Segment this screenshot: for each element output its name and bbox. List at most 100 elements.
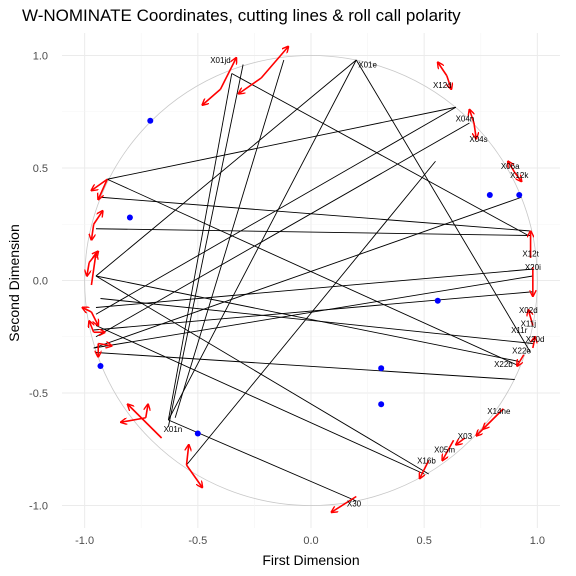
polarity-arrow [88,251,98,264]
polarity-arrow [514,172,522,182]
polarity-arrow [219,58,236,90]
roll-call-label: X11r [511,326,528,335]
grid-lines [62,33,560,528]
cutting-line [95,228,531,236]
cutting-line [167,64,244,427]
y-tick-label: 0.0 [33,276,48,288]
roll-call-label: X01e [358,61,377,70]
legislator-points [97,117,523,437]
x-tick-label: -0.5 [188,535,207,547]
roll-call-label: X22e [512,346,531,355]
polarity-arrow [331,495,357,513]
x-tick-label: 0.0 [303,535,318,547]
cutting-line [95,325,425,475]
roll-call-label: X14ne [487,407,511,416]
polarity-arrow [91,178,108,190]
polarity-arrow [187,445,189,466]
polarity-arrow [517,354,525,366]
roll-call-label: X03 [458,432,473,441]
roll-call-label: X06a [501,162,520,171]
cutting-line [107,106,456,180]
polarity-arrow [82,308,92,313]
legislator-point [126,214,133,221]
roll-call-label: X16b [417,457,436,466]
legislator-point [434,297,441,304]
y-tick-label: 1.0 [33,51,48,63]
y-tick-label: -0.5 [29,388,48,400]
roll-call-label: X04s [469,135,487,144]
polarity-arrow [98,178,109,199]
polarity-arrow [476,428,484,436]
polarity-arrows [82,47,535,513]
cutting-line [100,298,533,344]
x-tick-label: -1.0 [75,535,94,547]
cutting-lines [93,59,533,502]
polarity-arrow [508,161,516,173]
legislator-point [147,117,154,124]
cutting-line [231,73,529,236]
cutting-line [186,160,436,466]
polarity-arrow [239,77,262,94]
polarity-arrow [442,439,455,460]
polarity-arrow [533,337,535,349]
polarity-arrow [260,47,288,79]
roll-call-label: X30 [347,499,362,508]
polarity-arrow [483,408,504,429]
polarity-arrow [469,110,474,124]
chart-title: W-NOMINATE Coordinates, cutting lines & … [22,6,461,25]
y-axis-title: Second Dimension [6,224,22,342]
roll-call-label: X11j [521,319,537,328]
polarity-arrow [90,311,98,326]
polarity-arrow [456,437,466,445]
polarity-arrow [89,321,94,333]
polarity-arrow [128,404,163,439]
cutting-line [93,196,522,349]
roll-call-label: X04n [456,115,475,124]
polarity-arrow [146,404,148,418]
cutting-line [174,59,285,418]
cutting-line [167,73,233,421]
cutting-line [95,275,520,362]
polarity-arrow [90,254,96,286]
roll-call-label: X01n [164,425,183,434]
polarity-arrow [438,62,448,77]
legislator-point [516,192,523,198]
legislator-point [378,401,385,408]
roll-call-label: X20d [526,335,545,344]
polarity-arrow [98,344,112,346]
roll-call-label: X02d [519,306,538,315]
roll-call-label: X20i [525,263,541,272]
roll-call-label: X12t [522,250,539,259]
cutting-line [100,196,531,232]
polarity-arrow [185,464,203,488]
polarity-arrow [202,88,221,105]
roll-call-label: X05m [434,445,455,454]
legislator-point [194,430,201,437]
cutting-line [93,275,533,349]
cutting-line [95,275,429,475]
polarity-arrow [91,224,93,240]
polarity-arrow [474,122,476,139]
legislator-point [486,192,493,198]
y-tick-label: 0.5 [33,163,48,175]
cutting-line [95,122,470,338]
roll-call-label: X12d [433,81,452,90]
cutting-line [95,59,357,277]
polarity-arrow [93,211,103,225]
y-tick-label: -1.0 [29,501,48,513]
cutting-line [95,352,515,380]
legislator-point [378,365,385,372]
cutting-line [95,268,531,308]
unit-circle-layer [84,55,538,506]
polarity-arrow [420,460,430,479]
axis-ticks: -1.0 -0.5 0.0 0.5 1.0 -1.0 -0.5 0.0 0.5 1.0 [29,51,545,548]
x-tick-label: 1.0 [530,535,545,547]
x-tick-label: 0.5 [417,535,432,547]
roll-call-label: X01jd [210,56,230,65]
unit-circle [84,55,538,506]
cutting-line [355,59,531,353]
roll-call-label: X12k [510,171,529,180]
polarity-arrow [87,262,89,277]
